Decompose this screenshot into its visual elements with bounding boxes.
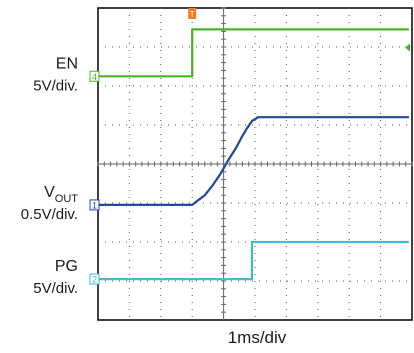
traces — [94, 28, 409, 281]
x-axis-label: 1ms/div — [228, 328, 287, 347]
channel-name: VOUT — [44, 184, 78, 205]
trace-en — [94, 28, 409, 78]
channel-marker-number: 2 — [92, 275, 97, 285]
channel-marker-number: 4 — [92, 72, 97, 82]
channel-scale: 5V/div. — [33, 280, 78, 297]
grid — [97, 7, 413, 321]
channel-name: EN — [56, 55, 78, 72]
channel-scale: 0.5V/div. — [21, 206, 78, 223]
channel-name: PG — [55, 258, 78, 275]
channel-marker-1 — [89, 199, 100, 211]
trace-pg — [94, 240, 409, 281]
trigger-marker-label: T — [190, 10, 195, 19]
channel-scale: 5V/div. — [33, 77, 78, 94]
channel-marker-4 — [89, 70, 100, 82]
channel-markers: 4 1 2 T — [89, 8, 410, 285]
channel-marker-2 — [89, 273, 100, 285]
channel-marker-number: 1 — [92, 200, 97, 210]
trace-v — [94, 116, 409, 206]
trigger-level-marker — [405, 43, 410, 52]
trigger-marker — [188, 8, 197, 19]
